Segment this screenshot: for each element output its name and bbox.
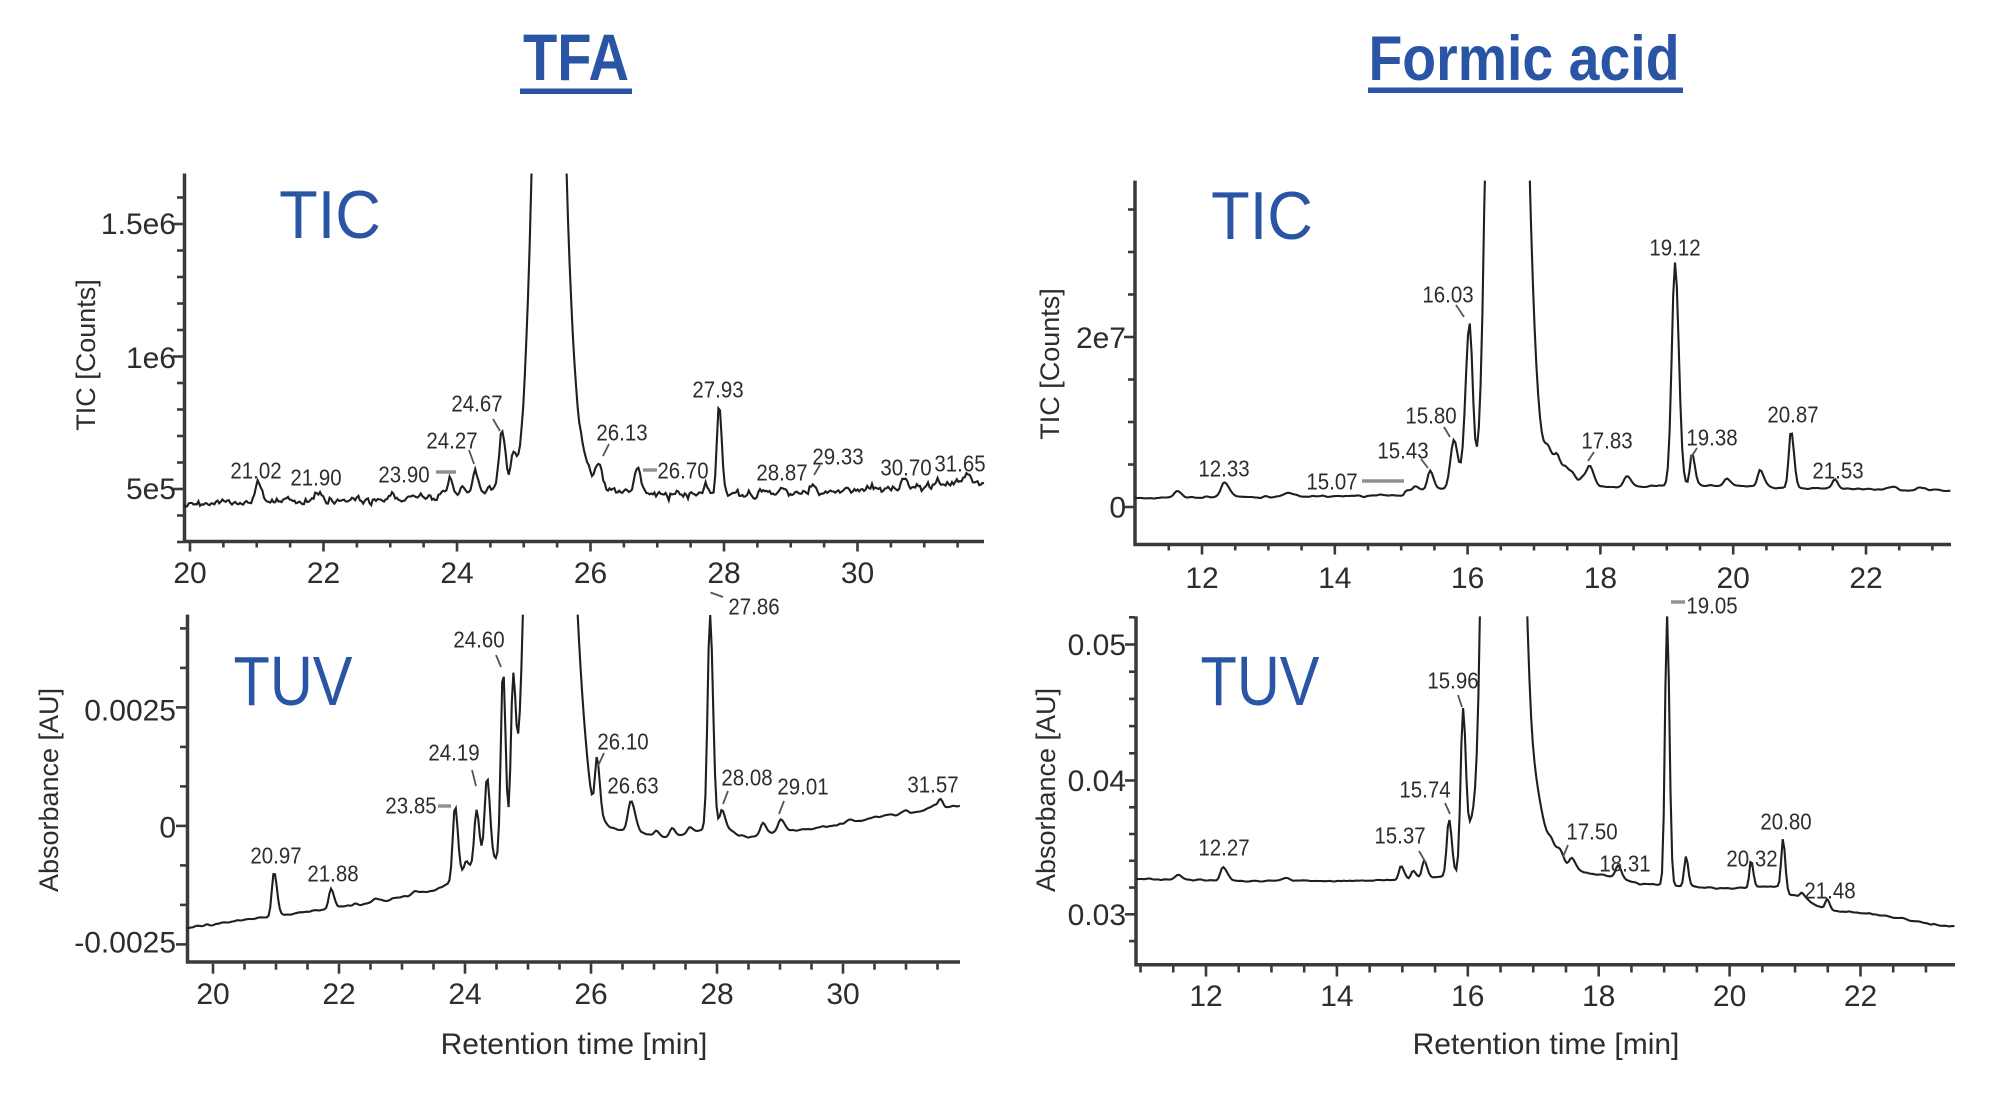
svg-text:17.83: 17.83 xyxy=(1581,427,1632,454)
svg-text:14: 14 xyxy=(1320,980,1353,1013)
svg-text:24: 24 xyxy=(448,978,481,1011)
svg-text:12.33: 12.33 xyxy=(1198,455,1249,482)
svg-text:2e7: 2e7 xyxy=(1076,322,1126,355)
svg-text:Retention time [min]: Retention time [min] xyxy=(441,1028,708,1061)
svg-text:28.08: 28.08 xyxy=(721,764,772,791)
svg-text:26: 26 xyxy=(574,557,607,590)
svg-text:28.87: 28.87 xyxy=(756,459,807,486)
svg-text:15.74: 15.74 xyxy=(1399,776,1450,803)
svg-text:26.70: 26.70 xyxy=(657,457,708,484)
svg-text:24.67: 24.67 xyxy=(451,390,502,417)
svg-text:-0.0025: -0.0025 xyxy=(74,927,176,960)
svg-text:26: 26 xyxy=(574,978,607,1011)
svg-text:12.27: 12.27 xyxy=(1198,834,1249,861)
svg-text:Retention time [min]: Retention time [min] xyxy=(1413,1028,1680,1061)
svg-text:TUV: TUV xyxy=(234,641,354,720)
svg-text:31.65: 31.65 xyxy=(934,450,985,477)
svg-text:26.63: 26.63 xyxy=(607,772,658,799)
svg-text:15.37: 15.37 xyxy=(1374,822,1425,849)
svg-text:20: 20 xyxy=(1717,562,1750,595)
svg-text:0: 0 xyxy=(159,812,176,845)
svg-text:TIC [Counts]: TIC [Counts] xyxy=(71,279,101,431)
svg-text:22: 22 xyxy=(322,978,355,1011)
svg-text:26.13: 26.13 xyxy=(596,419,647,446)
svg-text:27.86: 27.86 xyxy=(728,593,779,620)
svg-text:0.03: 0.03 xyxy=(1068,899,1126,932)
svg-text:31.57: 31.57 xyxy=(907,771,958,798)
svg-text:30: 30 xyxy=(841,557,874,590)
svg-text:0.0025: 0.0025 xyxy=(84,695,176,728)
svg-text:29.01: 29.01 xyxy=(777,773,828,800)
svg-text:1.5e6: 1.5e6 xyxy=(101,208,176,241)
svg-text:20.80: 20.80 xyxy=(1760,808,1811,835)
svg-text:30: 30 xyxy=(826,978,859,1011)
svg-text:19.05: 19.05 xyxy=(1686,592,1737,619)
svg-text:21.02: 21.02 xyxy=(230,457,281,484)
svg-text:24.27: 24.27 xyxy=(426,427,477,454)
svg-text:Formic acid: Formic acid xyxy=(1368,23,1679,94)
svg-text:Absorbance [AU]: Absorbance [AU] xyxy=(34,688,64,892)
svg-text:12: 12 xyxy=(1185,562,1218,595)
svg-text:0.05: 0.05 xyxy=(1068,629,1126,662)
svg-text:23.85: 23.85 xyxy=(385,792,436,819)
svg-text:28: 28 xyxy=(700,978,733,1011)
svg-text:20: 20 xyxy=(196,978,229,1011)
svg-text:23.90: 23.90 xyxy=(378,461,429,488)
svg-text:5e5: 5e5 xyxy=(126,473,176,506)
svg-text:27.93: 27.93 xyxy=(692,376,743,403)
svg-text:0: 0 xyxy=(1109,492,1126,525)
svg-text:Absorbance [AU]: Absorbance [AU] xyxy=(1031,688,1061,892)
svg-text:16: 16 xyxy=(1451,562,1484,595)
svg-text:19.38: 19.38 xyxy=(1686,424,1737,451)
svg-text:15.96: 15.96 xyxy=(1427,667,1478,694)
svg-text:21.88: 21.88 xyxy=(307,860,358,887)
svg-text:22: 22 xyxy=(1844,980,1877,1013)
svg-text:15.07: 15.07 xyxy=(1306,468,1357,495)
svg-text:20.32: 20.32 xyxy=(1726,845,1777,872)
svg-text:21.48: 21.48 xyxy=(1804,877,1855,904)
svg-text:29.33: 29.33 xyxy=(812,443,863,470)
svg-text:22: 22 xyxy=(307,557,340,590)
svg-text:24.19: 24.19 xyxy=(428,739,479,766)
svg-text:16: 16 xyxy=(1451,980,1484,1013)
svg-text:18.31: 18.31 xyxy=(1599,850,1650,877)
svg-text:21.53: 21.53 xyxy=(1812,457,1863,484)
svg-text:19.12: 19.12 xyxy=(1649,234,1700,261)
svg-text:20.97: 20.97 xyxy=(250,842,301,869)
svg-text:12: 12 xyxy=(1189,980,1222,1013)
svg-text:20: 20 xyxy=(1713,980,1746,1013)
svg-text:1e6: 1e6 xyxy=(126,342,176,375)
svg-text:0.04: 0.04 xyxy=(1068,765,1126,798)
svg-text:24: 24 xyxy=(440,557,473,590)
svg-text:18: 18 xyxy=(1584,562,1617,595)
svg-text:14: 14 xyxy=(1318,562,1351,595)
svg-text:15.43: 15.43 xyxy=(1377,437,1428,464)
svg-text:16.03: 16.03 xyxy=(1422,281,1473,308)
svg-text:TIC [Counts]: TIC [Counts] xyxy=(1035,288,1065,440)
svg-text:TFA: TFA xyxy=(523,21,629,94)
svg-text:30.70: 30.70 xyxy=(880,454,931,481)
svg-text:15.80: 15.80 xyxy=(1405,402,1456,429)
svg-text:TUV: TUV xyxy=(1201,641,1321,720)
svg-text:26.10: 26.10 xyxy=(597,728,648,755)
svg-text:24.60: 24.60 xyxy=(453,626,504,653)
svg-text:20: 20 xyxy=(173,557,206,590)
svg-text:TIC: TIC xyxy=(1211,178,1313,254)
svg-text:17.50: 17.50 xyxy=(1566,818,1617,845)
svg-text:21.90: 21.90 xyxy=(290,464,341,491)
svg-text:18: 18 xyxy=(1582,980,1615,1013)
svg-text:28: 28 xyxy=(707,557,740,590)
svg-text:TIC: TIC xyxy=(279,177,381,253)
svg-text:22: 22 xyxy=(1849,562,1882,595)
svg-text:20.87: 20.87 xyxy=(1767,401,1818,428)
